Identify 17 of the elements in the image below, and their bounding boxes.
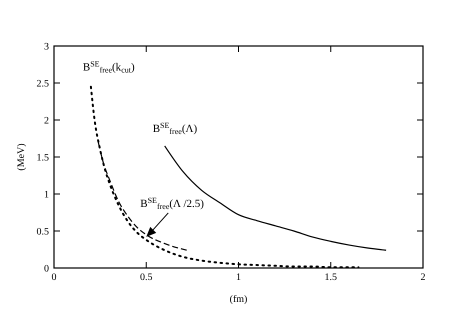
- y-tick-label: 1: [44, 190, 49, 200]
- y-tick-label: 3: [44, 42, 49, 52]
- x-tick-label: 0.5: [140, 272, 152, 283]
- x-tick-label: 2: [420, 272, 426, 283]
- annotation: B$^{SE}$$_{free}$(k$_{cut}$): [82, 60, 135, 75]
- annotation: B$^{SE}$$_{free}$(Λ): [152, 121, 198, 136]
- x-tick-label: 0: [52, 272, 56, 283]
- y-tick-label: 2: [44, 116, 49, 126]
- x-tick-label: 1.5: [324, 272, 337, 283]
- y-axis-title: (MeV): [16, 143, 27, 171]
- y-tick-label: 1.5: [36, 152, 49, 164]
- y-tick-label: 0.5: [36, 226, 49, 238]
- y-tick-label: 0: [44, 264, 49, 274]
- x-axis-title: (fm): [230, 294, 248, 305]
- annotation: B$^{SE}$$_{free}$(Λ /2.5): [140, 196, 204, 211]
- y-tick-label: 2.5: [36, 78, 49, 90]
- x-tick-label: 1: [236, 272, 241, 283]
